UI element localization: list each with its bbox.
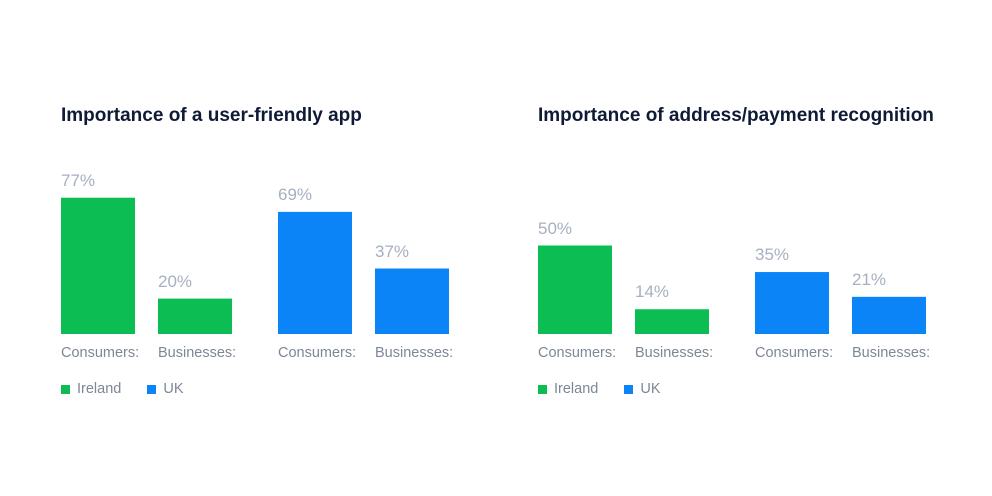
legend: Ireland UK [538, 381, 687, 397]
legend-item-ireland: Ireland [61, 381, 121, 397]
value-label: 21% [852, 269, 887, 289]
category-label: Businesses: [852, 345, 931, 361]
legend-swatch-ireland [61, 384, 70, 394]
bar-ireland-businesses [158, 298, 232, 334]
value-label: 50% [538, 218, 573, 238]
category-label: Consumers: [61, 345, 140, 361]
value-label: 69% [278, 184, 313, 204]
category-label: Businesses: [158, 345, 237, 361]
legend-label: Ireland [77, 381, 122, 397]
legend-label: Ireland [554, 381, 599, 397]
value-label: 20% [158, 271, 193, 291]
plot-area [61, 197, 449, 334]
bar-uk-businesses [375, 268, 449, 334]
legend-swatch-ireland [538, 384, 547, 394]
legend: Ireland UK [61, 381, 210, 397]
value-label: 14% [635, 282, 670, 302]
bar-ireland-businesses [635, 309, 709, 334]
value-label: 37% [375, 241, 410, 261]
category-label: Consumers: [755, 345, 834, 361]
category-label: Consumers: [538, 345, 617, 361]
chart-title: Importance of address/payment recognitio… [538, 105, 934, 126]
legend-swatch-uk [624, 384, 634, 394]
bar-uk-consumers [755, 272, 829, 334]
chart-title: Importance of a user-friendly app [61, 105, 362, 126]
legend-label: UK [163, 381, 184, 397]
legend-item-ireland: Ireland [538, 381, 598, 397]
value-label: 35% [755, 245, 790, 265]
chart-user-friendly-app: Importance of a user-friendly app Irelan… [61, 0, 501, 496]
category-label: Businesses: [635, 345, 714, 361]
bar-ireland-consumers [538, 245, 612, 334]
legend-swatch-uk [147, 384, 157, 394]
value-label: 77% [61, 170, 96, 190]
bar-uk-businesses [852, 296, 926, 334]
bar-uk-consumers [278, 211, 352, 334]
legend-item-uk: UK [147, 381, 184, 397]
bar-ireland-consumers [61, 197, 135, 334]
legend-item-uk: UK [624, 381, 661, 397]
chart-address-payment-recognition: Importance of address/payment recognitio… [538, 0, 978, 496]
legend-label: UK [640, 381, 661, 397]
plot-area [538, 245, 926, 334]
category-label: Consumers: [278, 345, 357, 361]
category-label: Businesses: [375, 345, 454, 361]
